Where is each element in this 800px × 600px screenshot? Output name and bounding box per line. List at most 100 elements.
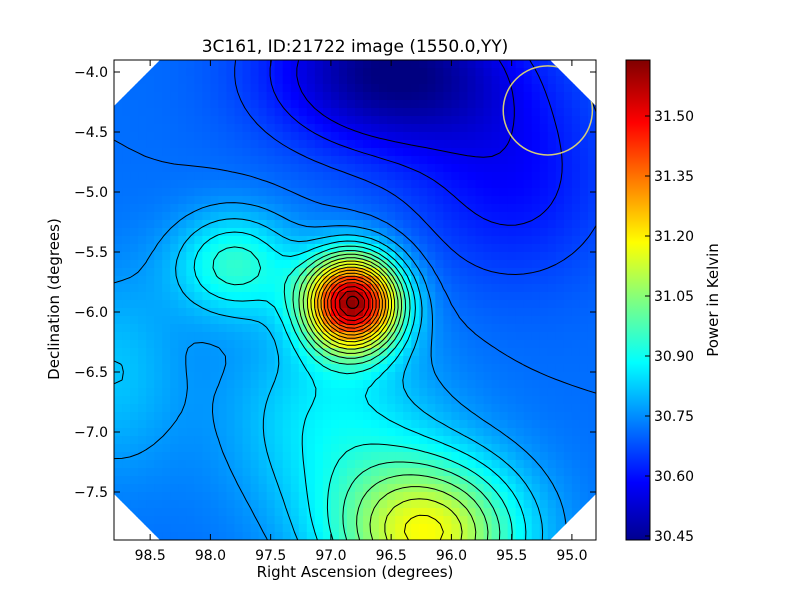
heatmap-cell: [387, 108, 396, 117]
heatmap-cell: [226, 60, 236, 69]
heatmap-cell: [130, 116, 139, 125]
heatmap-cell: [395, 220, 404, 229]
heatmap-cell: [202, 444, 211, 453]
heatmap-cell: [234, 388, 244, 397]
heatmap-cell: [242, 300, 252, 309]
heatmap-cell: [579, 276, 589, 285]
heatmap-cell: [306, 140, 316, 149]
heatmap-cell: [226, 84, 236, 93]
heatmap-cell: [138, 356, 147, 365]
contour-line: [334, 286, 370, 322]
heatmap-cell: [306, 372, 316, 381]
heatmap-cell: [483, 380, 493, 389]
heatmap-cell: [499, 348, 509, 357]
heatmap-cell: [427, 460, 436, 469]
heatmap-cell: [194, 164, 203, 173]
heatmap-cell: [555, 172, 565, 181]
heatmap-cell: [587, 348, 596, 357]
heatmap-cell: [579, 292, 589, 301]
heatmap-cell: [387, 420, 396, 429]
colorbar-tick-label: 30.75: [654, 409, 694, 425]
heatmap-cell: [491, 188, 501, 197]
heatmap-cell: [130, 156, 139, 165]
heatmap-cell: [563, 76, 573, 85]
heatmap-cell: [515, 140, 525, 149]
heatmap-cell: [114, 436, 123, 445]
heatmap-cell: [306, 244, 316, 253]
heatmap-cell: [154, 68, 163, 77]
heatmap-cell: [346, 484, 356, 493]
heatmap-cell: [363, 532, 372, 540]
heatmap-cell: [154, 404, 163, 413]
heatmap-cell: [322, 284, 332, 293]
heatmap-cell: [483, 468, 493, 477]
heatmap-cell: [467, 172, 477, 181]
heatmap-cell: [258, 492, 268, 501]
heatmap-cell: [555, 356, 565, 365]
heatmap-cell: [242, 228, 252, 237]
heatmap-cell: [290, 444, 300, 453]
heatmap-cell: [515, 172, 525, 181]
heatmap-cell: [555, 204, 565, 213]
heatmap-cell: [427, 364, 436, 373]
heatmap-cell: [371, 76, 380, 85]
heatmap-cell: [290, 156, 300, 165]
heatmap-cell: [531, 380, 541, 389]
heatmap-cell: [531, 156, 541, 165]
heatmap-cell: [387, 204, 396, 213]
heatmap-cell: [363, 516, 372, 525]
heatmap-cell: [475, 60, 485, 69]
heatmap-cell: [162, 100, 171, 109]
heatmap-cell: [363, 180, 372, 189]
heatmap-cell: [226, 116, 236, 125]
heatmap-cell: [266, 508, 276, 517]
heatmap-cell: [194, 500, 203, 509]
heatmap-cell: [138, 204, 147, 213]
heatmap-cell: [427, 116, 436, 125]
heatmap-cell: [579, 356, 589, 365]
heatmap-cell: [234, 532, 244, 540]
heatmap-cell: [154, 132, 163, 141]
heatmap-cell: [379, 292, 388, 301]
heatmap-cell: [266, 156, 276, 165]
heatmap-cell: [555, 308, 565, 317]
heatmap-cell: [435, 116, 444, 125]
heatmap-cell: [523, 156, 533, 165]
heatmap-cell: [371, 492, 380, 501]
heatmap-cell: [178, 316, 187, 325]
heatmap-cell: [234, 468, 244, 477]
heatmap-cell: [523, 148, 533, 157]
heatmap-cell: [130, 276, 139, 285]
heatmap-cell: [523, 388, 533, 397]
heatmap-cell: [114, 340, 123, 349]
heatmap-cell: [250, 260, 260, 269]
heatmap-cell: [467, 164, 477, 173]
heatmap-cell: [266, 140, 276, 149]
heatmap-cell: [523, 516, 533, 525]
heatmap-cell: [379, 340, 388, 349]
heatmap-cell: [322, 316, 332, 325]
heatmap-cell: [282, 444, 292, 453]
heatmap-cell: [322, 172, 332, 181]
heatmap-cell: [467, 404, 477, 413]
heatmap-cell: [379, 284, 388, 293]
heatmap-cell: [194, 108, 203, 117]
heatmap-cell: [419, 156, 428, 165]
x-axis-label: Right Ascension (degrees): [257, 563, 454, 581]
heatmap-cell: [130, 420, 139, 429]
heatmap-cell: [443, 388, 452, 397]
heatmap-cell: [146, 340, 155, 349]
heatmap-cell: [491, 372, 501, 381]
heatmap-cell: [218, 60, 228, 69]
heatmap-cell: [242, 148, 252, 157]
heatmap-cell: [146, 524, 155, 533]
heatmap-cell: [515, 196, 525, 205]
heatmap-cell: [282, 92, 292, 101]
heatmap-cell: [346, 220, 356, 229]
heatmap-cell: [419, 188, 428, 197]
heatmap-cell: [499, 308, 509, 317]
heatmap-cell: [306, 420, 316, 429]
heatmap-cell: [515, 476, 525, 485]
heatmap-cell: [234, 436, 244, 445]
heatmap-cell: [202, 156, 211, 165]
